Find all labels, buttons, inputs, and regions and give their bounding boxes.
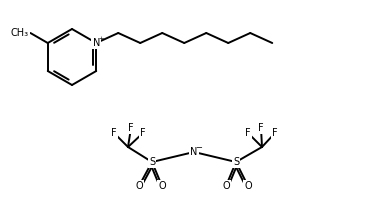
Text: F: F [128,123,134,133]
Text: O: O [222,181,230,191]
Text: S: S [149,157,155,167]
Text: F: F [272,128,278,138]
Text: F: F [111,128,117,138]
Text: O: O [244,181,252,191]
Text: O: O [135,181,143,191]
Text: −: − [196,143,202,153]
Text: CH₃: CH₃ [10,28,28,38]
Text: N: N [93,38,100,48]
Text: F: F [258,123,264,133]
Text: F: F [245,128,251,138]
Text: F: F [140,128,146,138]
Text: O: O [158,181,166,191]
Text: +: + [98,36,104,41]
Text: N: N [190,147,198,157]
Text: S: S [233,157,239,167]
